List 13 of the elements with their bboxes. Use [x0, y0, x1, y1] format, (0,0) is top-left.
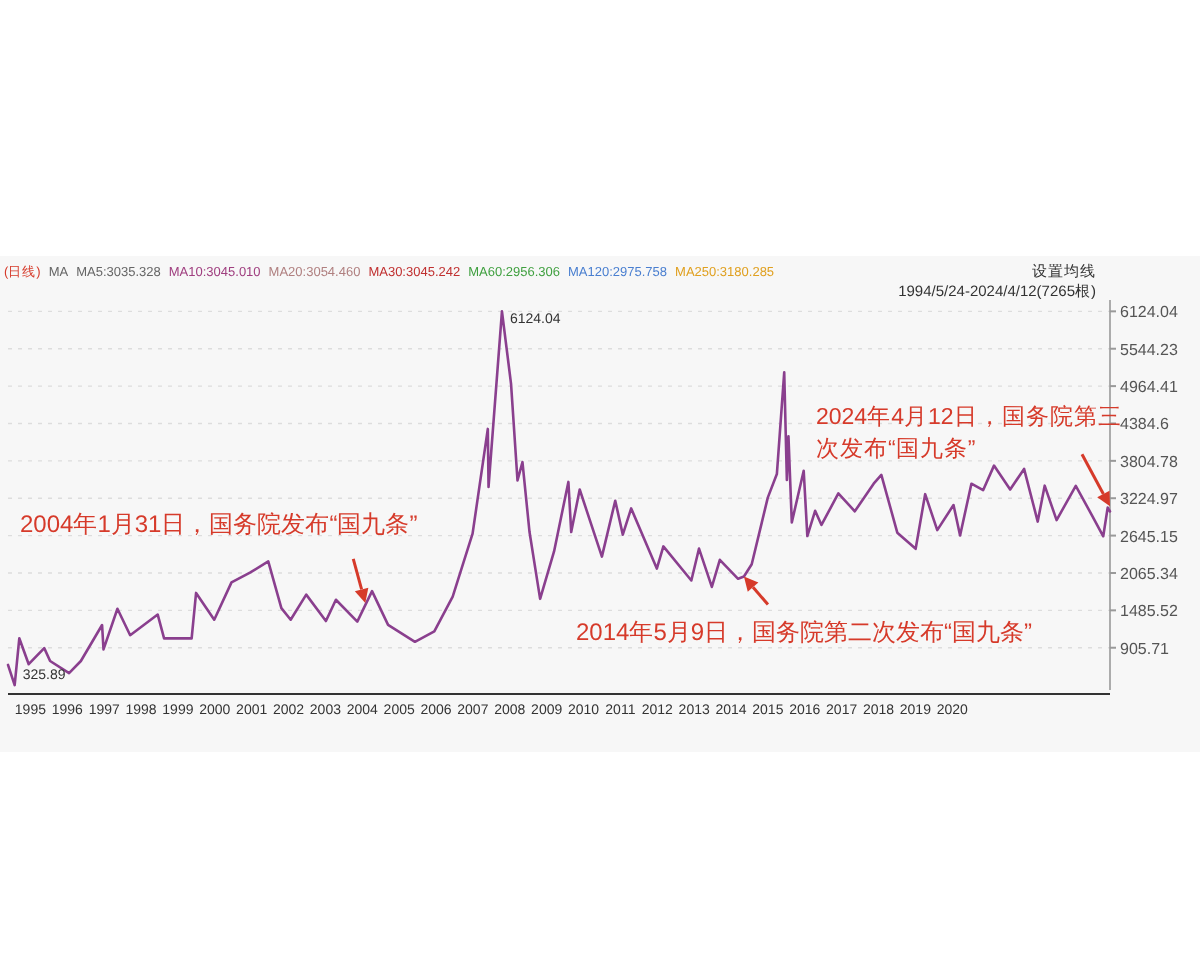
y-tick-label: 3224.97: [1120, 490, 1179, 509]
annotation: 2004年1月31日，国务院发布“国九条”: [20, 510, 418, 538]
y-tick-label: 4384.6: [1120, 415, 1171, 434]
y-tick-label: 905.71: [1120, 639, 1171, 658]
annotation: 2024年4月12日，国务院第三次发布“国九条”: [816, 402, 1122, 462]
y-tick-label: 2065.34: [1120, 564, 1179, 583]
y-tick-label: 5544.23: [1120, 340, 1179, 359]
y-tick-label: 2645.15: [1120, 527, 1179, 546]
y-tick-label: 1485.52: [1120, 602, 1179, 621]
y-tick-label: 4964.41: [1120, 378, 1179, 397]
annotation: 2014年5月9日，国务院第二次发布“国九条”: [576, 618, 1033, 646]
y-tick-label: 6124.04: [1120, 303, 1179, 322]
y-tick-label: 3804.78: [1120, 452, 1179, 471]
